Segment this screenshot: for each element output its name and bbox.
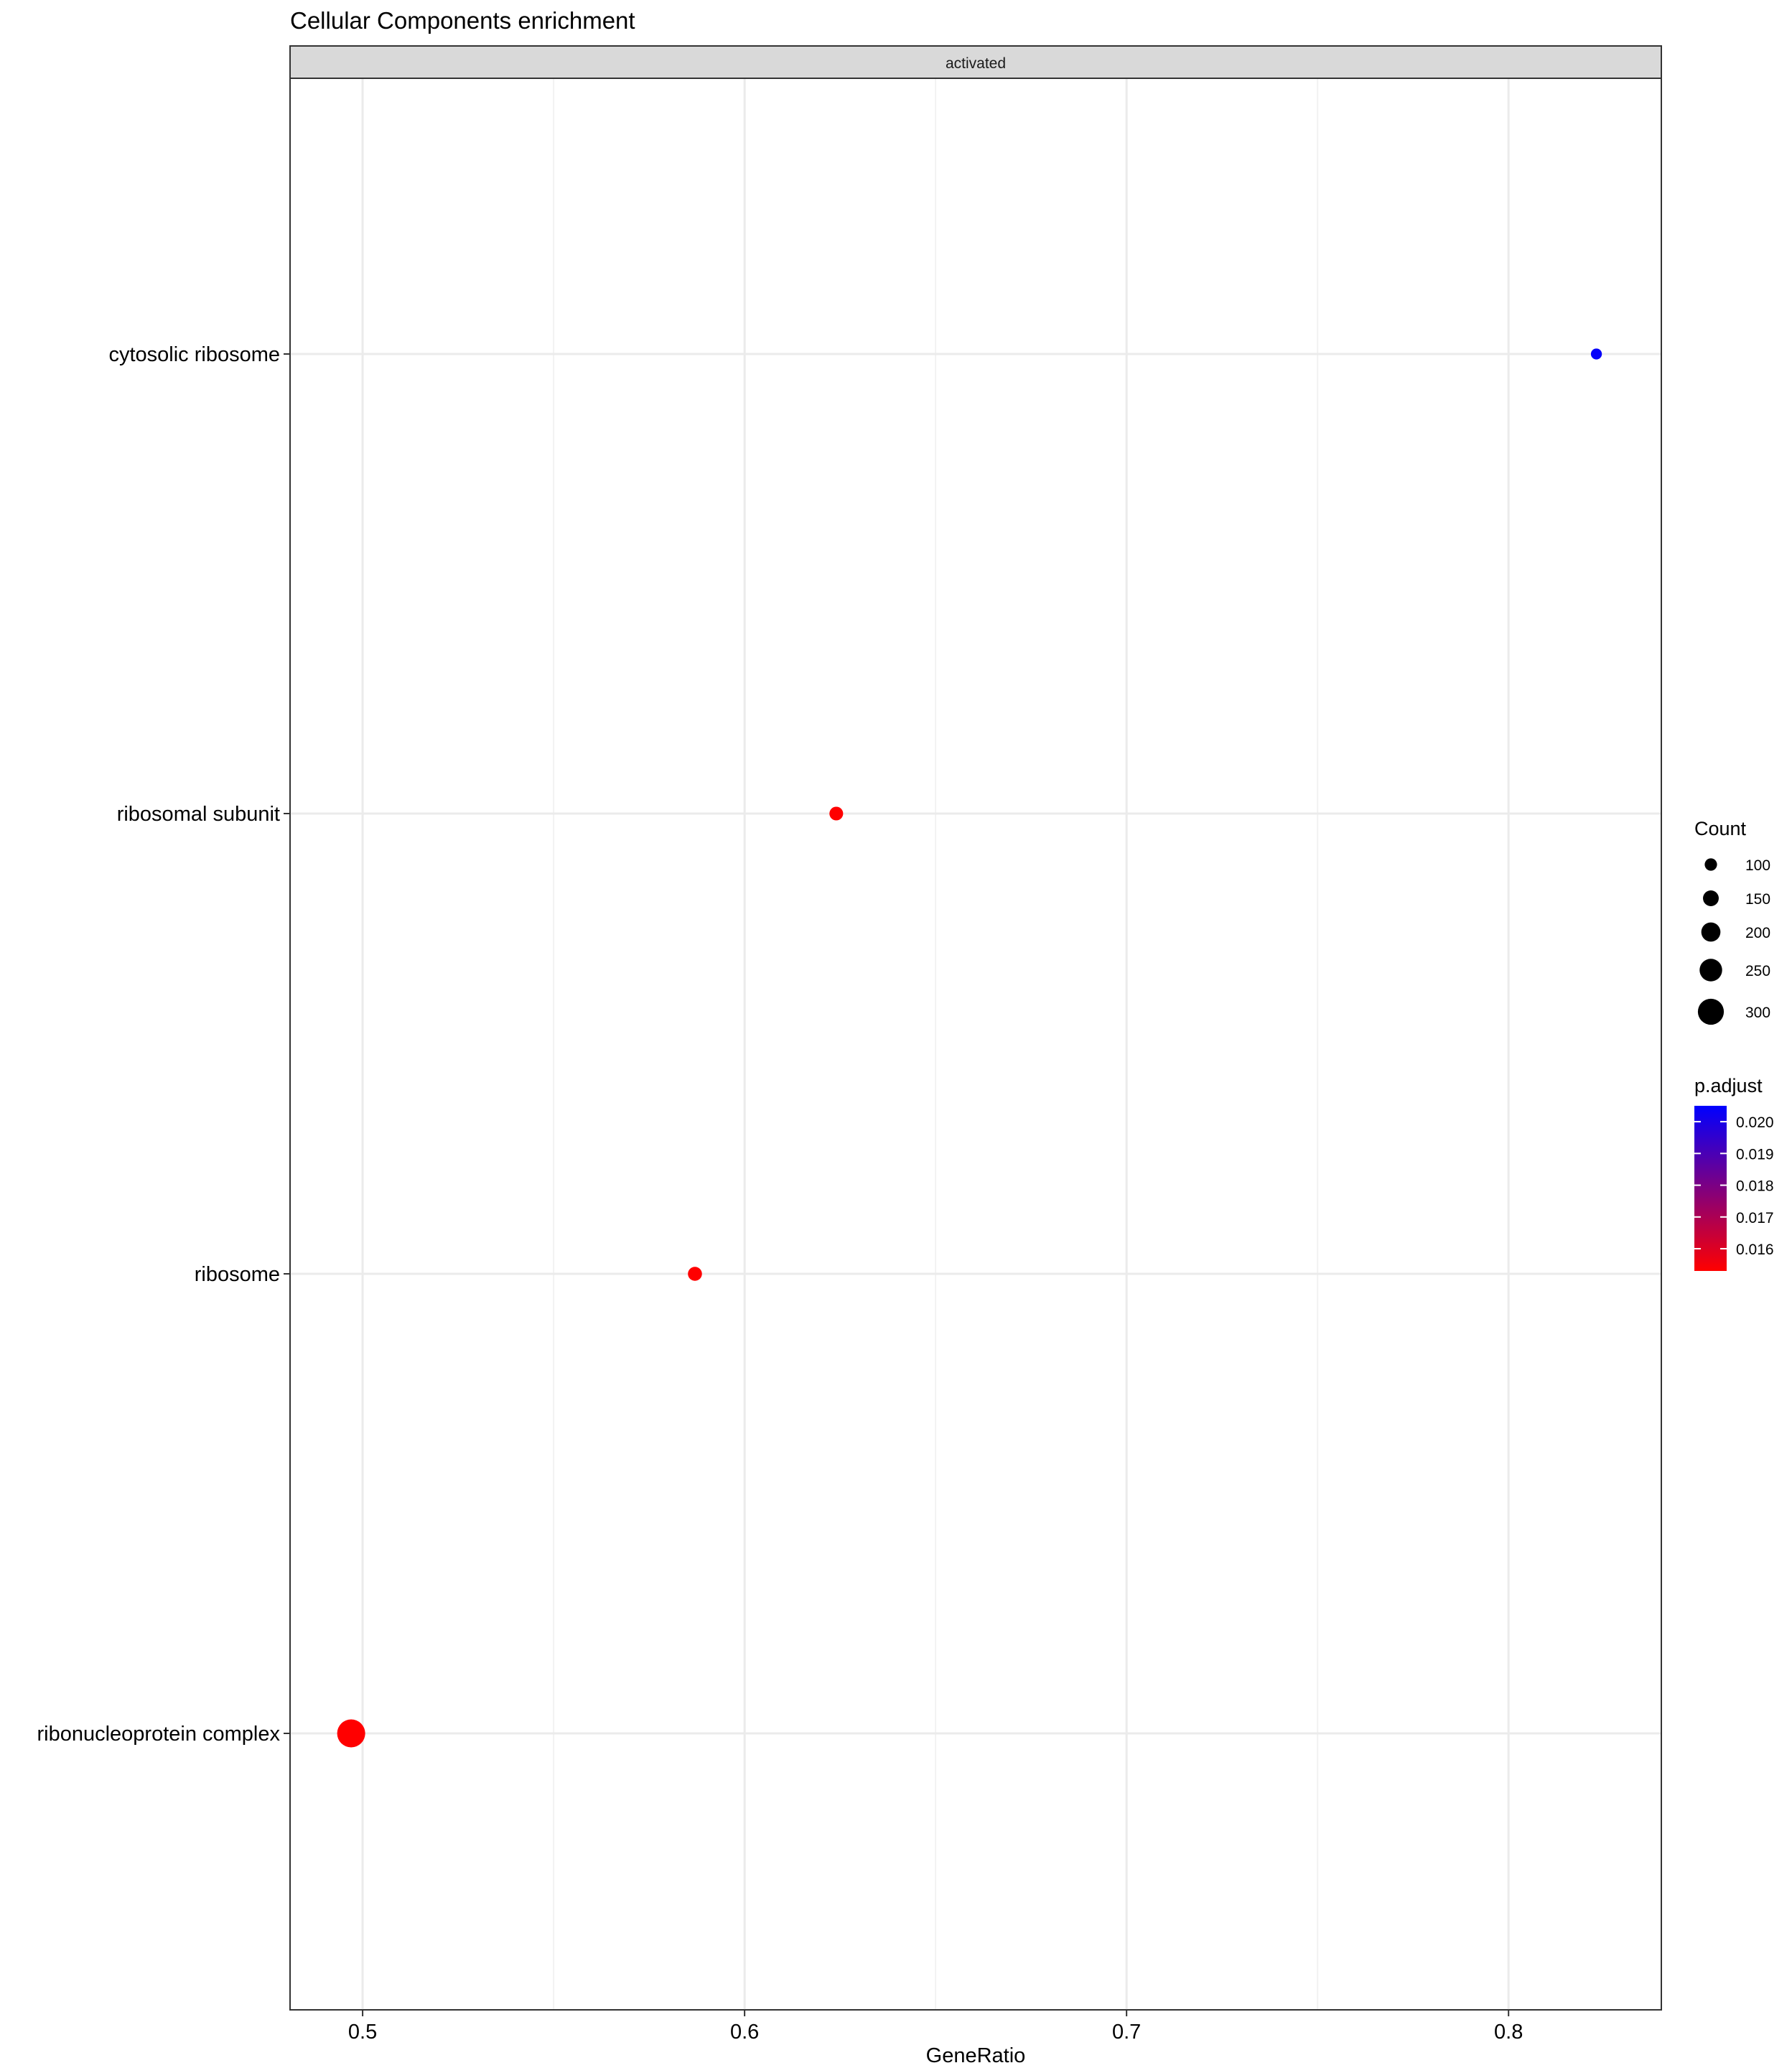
count-legend-key	[1699, 959, 1722, 982]
p-adjust-label: 0.017	[1736, 1210, 1774, 1226]
x-tick-label: 0.5	[348, 2021, 377, 2044]
y-tick-label: ribosome	[195, 1263, 280, 1286]
plot-panel-border	[289, 78, 1662, 2011]
data-point	[829, 806, 844, 821]
count-legend: Count 100 150 200 250 300	[1694, 818, 1770, 1025]
count-legend-key	[1703, 890, 1719, 906]
facet-strip	[289, 45, 1662, 79]
x-tick-label: 0.6	[730, 2021, 759, 2044]
p-adjust-colorbar	[1694, 1106, 1727, 1271]
x-tick-label: 0.7	[1112, 2021, 1141, 2044]
count-legend-label: 200	[1745, 925, 1770, 941]
data-point	[688, 1267, 702, 1281]
count-legend-label: 150	[1745, 891, 1770, 908]
p-adjust-legend-title: p.adjust	[1694, 1075, 1763, 1096]
p-adjust-label: 0.018	[1736, 1178, 1774, 1195]
count-legend-label: 300	[1745, 1005, 1770, 1021]
p-adjust-label: 0.016	[1736, 1242, 1774, 1258]
data-point	[1590, 348, 1602, 360]
count-legend-label: 250	[1745, 963, 1770, 979]
y-axis: cytosolic ribosome ribosomal subunit ribos…	[37, 343, 290, 1746]
y-tick-label: ribonucleoprotein complex	[37, 1723, 280, 1746]
p-adjust-label: 0.020	[1736, 1114, 1774, 1131]
x-axis: 0.5 0.6 0.7 0.8	[348, 2010, 1523, 2044]
count-legend-key	[1704, 858, 1717, 871]
chart-title: Cellular Components enrichment	[290, 7, 635, 34]
facet-label: activated	[946, 55, 1006, 72]
x-axis-title: GeneRatio	[926, 2044, 1026, 2067]
count-legend-key	[1701, 922, 1721, 942]
data-point	[337, 1719, 365, 1748]
p-adjust-legend: p.adjust 0.020 0.019 0.018 0.017 0.016	[1694, 1075, 1774, 1271]
y-tick-label: ribosomal subunit	[117, 803, 280, 826]
x-tick-label: 0.8	[1494, 2021, 1523, 2044]
gridlines	[290, 78, 1661, 2010]
plot-panel-background	[290, 78, 1661, 2010]
y-tick-label: cytosolic ribosome	[108, 343, 280, 366]
count-legend-label: 100	[1745, 857, 1770, 874]
count-legend-title: Count	[1694, 818, 1747, 839]
count-legend-key	[1697, 998, 1725, 1025]
p-adjust-label: 0.019	[1736, 1146, 1774, 1163]
data-points	[337, 348, 1602, 1748]
